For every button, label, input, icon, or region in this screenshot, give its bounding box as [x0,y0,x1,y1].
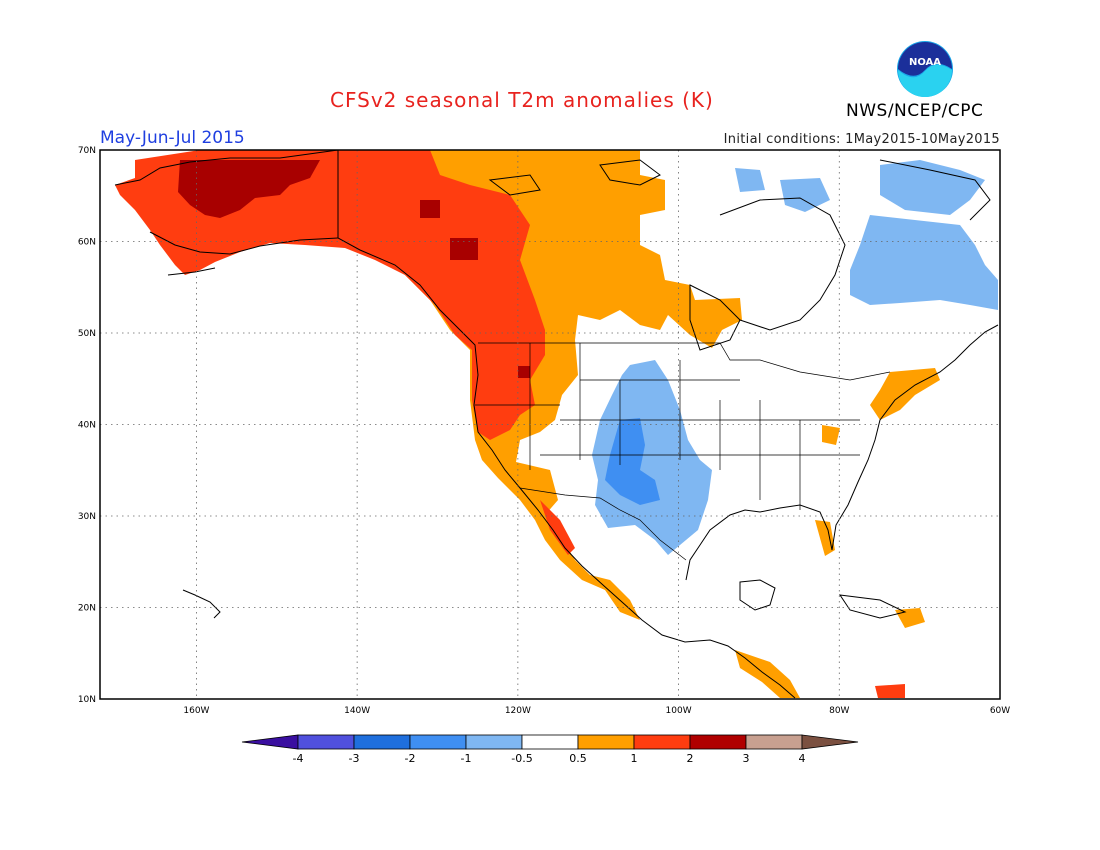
colorbar-tick-label: -1 [461,752,472,765]
anomaly-region-warm [115,150,545,440]
map-frame [99,149,1001,700]
anomaly-region-cool-arctic [780,178,830,212]
colorbar-segment [521,734,579,750]
latitude-labels: 70N 60N 50N 40N 30N 20N 10N [78,146,96,705]
lon-tick-label: 60W [990,706,1010,716]
anomaly-cell-strong-warm [518,366,530,378]
colorbar-labels: -4 -3 -2 -1 -0.5 0.5 1 2 3 4 [293,752,806,765]
colorbar-segment [409,734,467,750]
colorbar-tick-label: 0.5 [569,752,587,765]
period-label: May-Jun-Jul 2015 [100,128,245,148]
colorbar [241,734,859,750]
anomaly-region-strong-warm [178,160,320,218]
colorbar-tick-label: 1 [631,752,638,765]
anomaly-region-warm-east [822,425,840,445]
anomaly-region-warm-florida [815,520,835,556]
anomaly-region-cool-central [592,360,712,555]
colorbar-segment [801,734,859,750]
colorbar-segment [465,734,523,750]
lon-tick-label: 100W [666,706,692,716]
anomaly-region-cool-arctic [880,160,985,215]
political-borders [475,342,891,561]
colorbar-tick-label: 4 [799,752,806,765]
lat-tick-label: 40N [78,421,96,431]
colorbar-tick-label: -4 [293,752,304,765]
colorbar-tick-label: -2 [405,752,416,765]
anomaly-region-warm-east [870,368,940,420]
anomaly-fields [115,150,998,698]
lat-tick-label: 30N [78,512,96,522]
anomaly-region-warm-caribbean [895,608,925,628]
colorbar-tick-label: 2 [687,752,694,765]
lat-tick-label: 60N [78,238,96,248]
lat-tick-label: 20N [78,604,96,614]
anomaly-region-warm-central-america [735,650,800,698]
lon-tick-label: 120W [505,706,531,716]
coastlines [114,149,999,699]
map-title: CFSv2 seasonal T2m anomalies (K) [330,88,714,112]
lon-tick-label: 80W [829,706,849,716]
lon-tick-label: 160W [183,706,209,716]
gridlines [100,150,1000,699]
anomaly-region-warm-baja [540,500,575,555]
lat-tick-label: 50N [78,329,96,339]
longitude-labels: 160W 140W 120W 100W 80W 60W [183,706,1010,716]
noaa-logo-icon: NOAA [897,41,953,97]
lon-tick-label: 140W [344,706,370,716]
lat-tick-label: 10N [78,695,96,705]
noaa-logo-text: NOAA [909,57,941,68]
colorbar-segment [577,734,635,750]
anomaly-region-warm-caribbean [875,684,905,698]
anomaly-region-cool-core [605,418,660,505]
anomaly-cell-strong-warm [450,238,478,260]
anomaly-region-cool-arctic [735,168,765,192]
colorbar-segment [297,734,355,750]
anomaly-region-cool-east [850,215,998,310]
colorbar-segment [689,734,747,750]
organization-label: NWS/NCEP/CPC [846,101,984,121]
colorbar-segment [241,734,299,750]
lat-tick-label: 70N [78,146,96,156]
anomaly-cell-strong-warm [420,200,440,218]
colorbar-segment [745,734,803,750]
colorbar-segment [633,734,691,750]
colorbar-tick-label: -3 [349,752,360,765]
colorbar-tick-label: 3 [743,752,750,765]
colorbar-segment [353,734,411,750]
initial-conditions-label: Initial conditions: 1May2015-10May2015 [723,132,1000,147]
colorbar-tick-label: -0.5 [511,752,532,765]
